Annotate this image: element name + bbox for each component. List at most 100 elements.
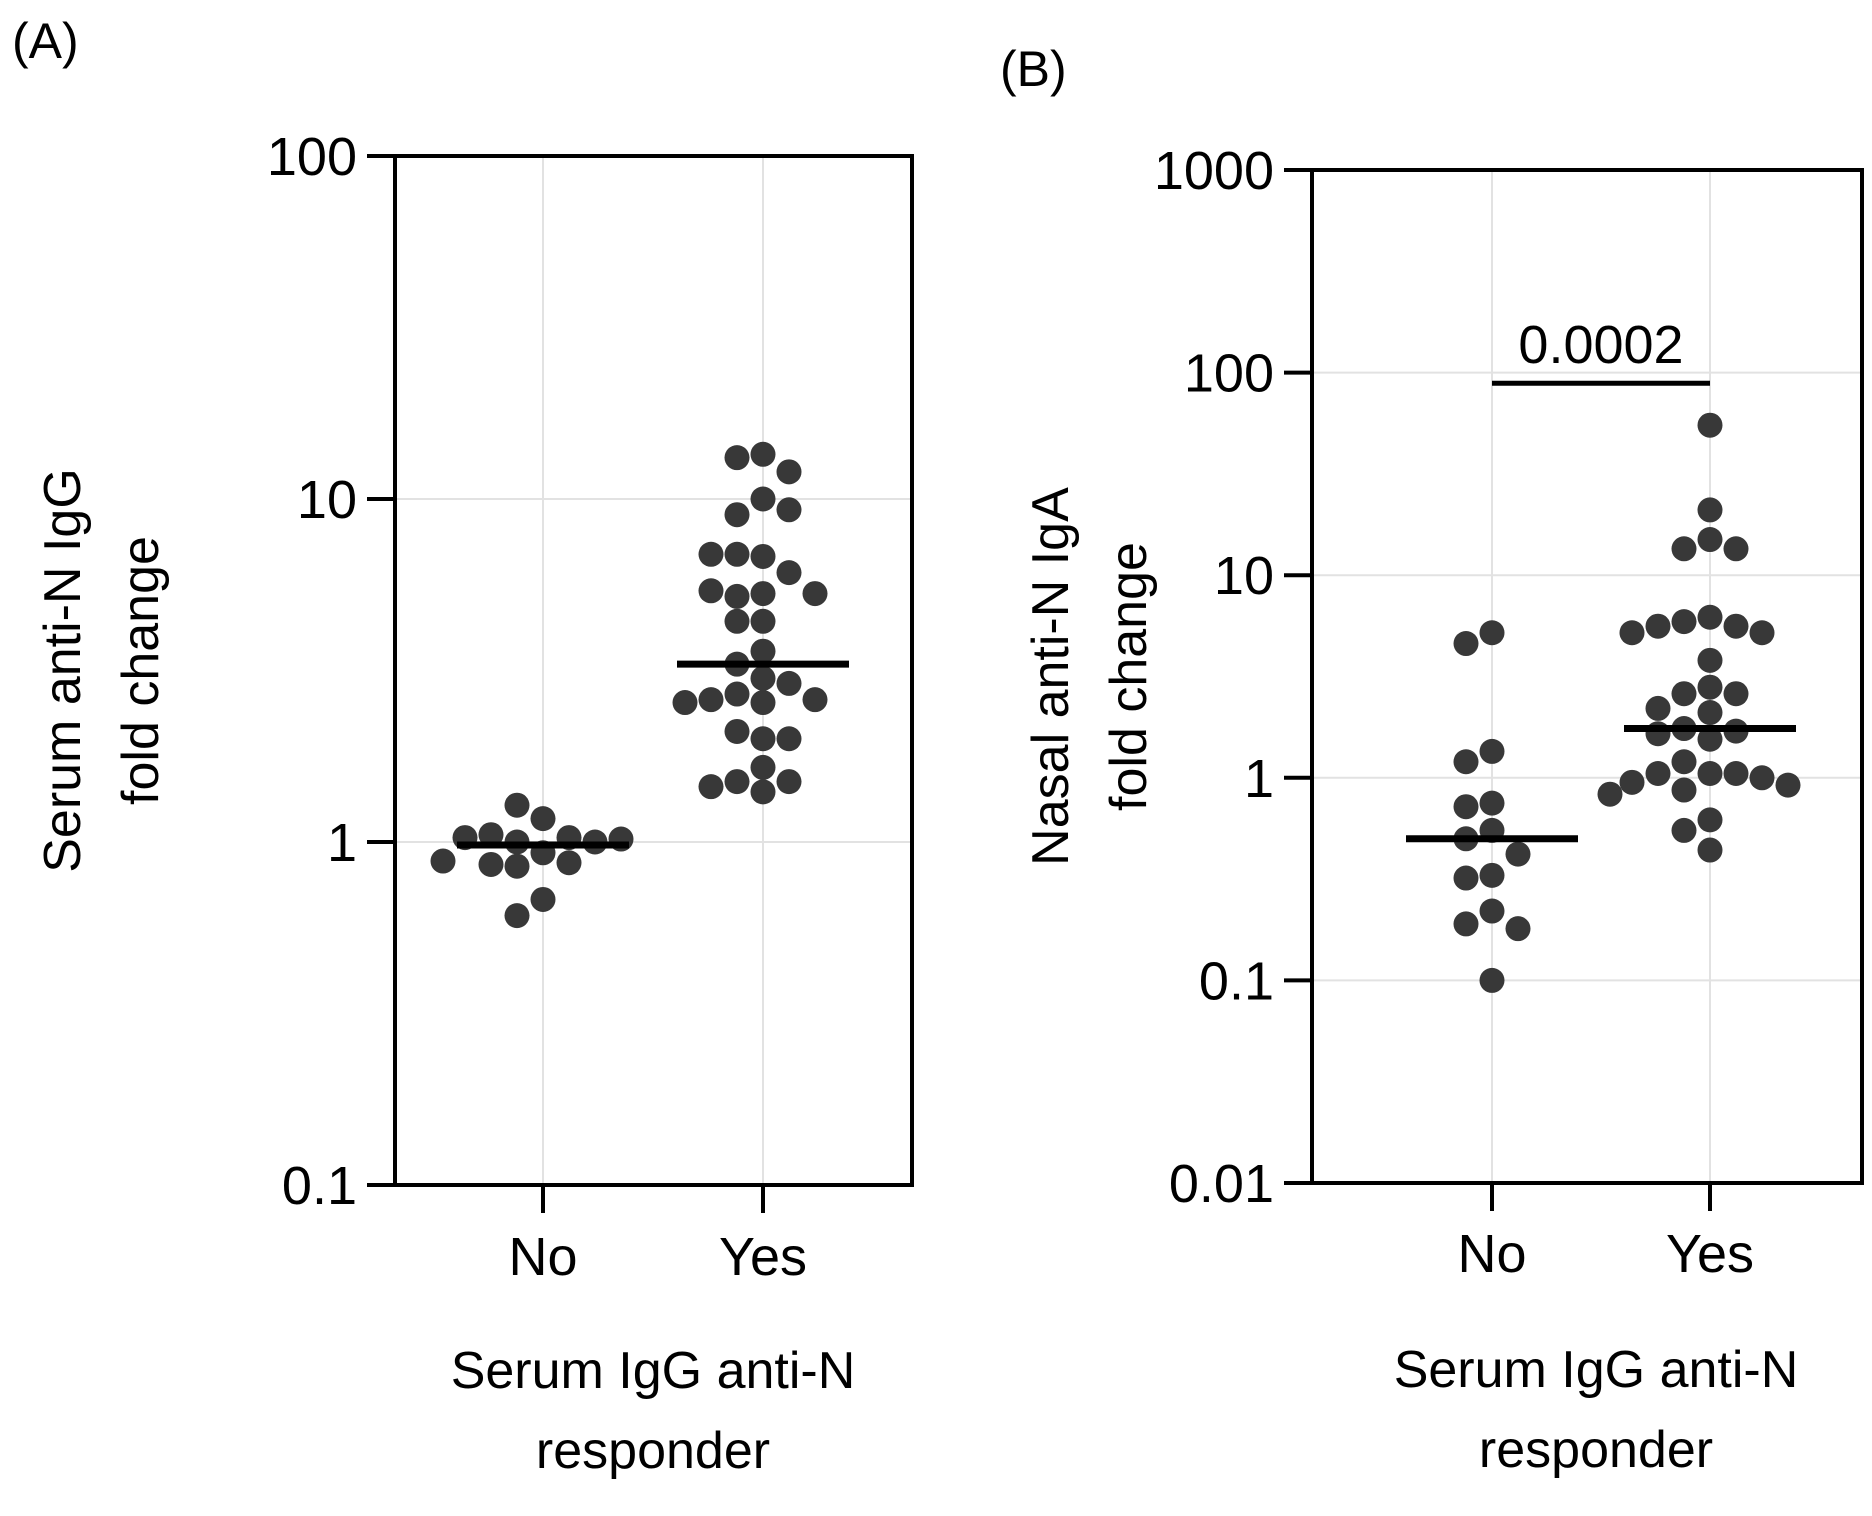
data-point-no [478, 851, 504, 877]
y-axis-title-line-2: fold change [112, 536, 170, 805]
data-point-yes [1671, 749, 1697, 775]
y-axis-title-line-1: Serum anti-N IgG [34, 468, 92, 873]
data-point-yes [776, 769, 802, 795]
data-point-yes [1619, 620, 1645, 646]
y-tick-label: 100 [267, 127, 357, 187]
data-point-yes [1749, 620, 1775, 646]
data-point-yes [802, 581, 828, 607]
data-point-yes [1697, 837, 1723, 863]
data-point-no [530, 886, 556, 912]
data-point-yes [1723, 613, 1749, 639]
data-point-yes [1775, 772, 1801, 798]
data-point-yes [1697, 674, 1723, 700]
data-point-yes [1697, 700, 1723, 726]
data-point-yes [698, 541, 724, 567]
data-point-yes [724, 718, 750, 744]
data-point-yes [1697, 726, 1723, 752]
data-point-yes [698, 774, 724, 800]
data-point-yes [1697, 527, 1723, 553]
data-point-no [1479, 898, 1505, 924]
data-point-no [1453, 749, 1479, 775]
data-point-yes [750, 690, 776, 716]
data-point-yes [1645, 761, 1671, 787]
data-point-no [504, 792, 530, 818]
data-point-yes [750, 441, 776, 467]
data-point-no [1453, 911, 1479, 937]
p-value-label: 0.0002 [1518, 315, 1683, 375]
panel-b: (B) 0.01 0.1 1 10 100 1000 No Yes Nasal anti-N Ig… [1000, 41, 1864, 1479]
plot-frame [393, 154, 914, 1187]
data-point-yes [750, 486, 776, 512]
data-point-yes [1749, 765, 1775, 791]
data-point-yes [1645, 695, 1671, 721]
data-point-yes [750, 608, 776, 634]
y-tick-label: 1 [327, 813, 357, 873]
data-point-yes [1697, 647, 1723, 673]
data-point-yes [724, 681, 750, 707]
data-point-yes [1697, 412, 1723, 438]
data-point-yes [1671, 609, 1697, 635]
data-point-no [1479, 862, 1505, 888]
data-point-no [1453, 631, 1479, 657]
data-point-yes [1697, 604, 1723, 630]
data-point-yes [750, 726, 776, 752]
x-axis-title-line-1: Serum IgG anti-N [1394, 1341, 1799, 1399]
data-point-yes [672, 690, 698, 716]
data-point-yes [1597, 781, 1623, 807]
data-point-yes [750, 665, 776, 691]
data-point-yes [724, 541, 750, 567]
y-tick-label: 0.1 [1199, 951, 1274, 1011]
data-point-yes [1619, 769, 1645, 795]
y-tick-label: 0.01 [1169, 1154, 1274, 1214]
data-point-no [1453, 794, 1479, 820]
data-point-yes [1723, 681, 1749, 707]
plot-frame [1310, 168, 1864, 1185]
data-point-yes [1697, 761, 1723, 787]
data-point-no [1453, 865, 1479, 891]
panel-a: (A) 0.1 1 10 100 No Yes Serum anti-N IgG fold ch… [12, 13, 914, 1480]
data-point-yes [750, 543, 776, 569]
data-point-no [556, 850, 582, 876]
x-category-label: No [508, 1227, 577, 1287]
y-tick-label: 1000 [1154, 141, 1274, 201]
data-point-yes [1723, 761, 1749, 787]
y-tick-label: 100 [1184, 344, 1274, 404]
data-point-no [430, 848, 456, 874]
data-point-yes [1671, 817, 1697, 843]
data-point-yes [724, 583, 750, 609]
data-point-yes [1671, 681, 1697, 707]
data-point-yes [1671, 536, 1697, 562]
data-point-yes [724, 769, 750, 795]
data-point-yes [1645, 613, 1671, 639]
data-point-yes [698, 687, 724, 713]
data-point-no [1505, 841, 1531, 867]
y-tick-label: 10 [1214, 546, 1274, 606]
data-point-yes [1671, 777, 1697, 803]
data-point-yes [698, 578, 724, 604]
data-point-no [504, 853, 530, 879]
y-axis-title-line-2: fold change [1100, 542, 1158, 811]
data-point-yes [1723, 536, 1749, 562]
data-point-yes [1697, 807, 1723, 833]
data-point-yes [776, 497, 802, 523]
data-point-no [1479, 790, 1505, 816]
panel-label: (A) [12, 13, 79, 69]
data-point-no [1505, 916, 1531, 942]
x-axis-title-line-2: responder [536, 1422, 770, 1480]
data-point-no [1479, 738, 1505, 764]
data-point-no [1479, 967, 1505, 993]
data-point-yes [750, 779, 776, 805]
data-point-yes [776, 726, 802, 752]
data-point-yes [724, 502, 750, 528]
y-tick-label: 0.1 [282, 1156, 357, 1216]
data-point-yes [1697, 497, 1723, 523]
x-axis-title-line-1: Serum IgG anti-N [451, 1342, 856, 1400]
data-point-yes [724, 445, 750, 471]
data-point-yes [750, 754, 776, 780]
data-point-yes [776, 560, 802, 586]
x-category-label: Yes [719, 1227, 807, 1287]
y-tick-label: 10 [297, 470, 357, 530]
data-point-no [504, 903, 530, 929]
panel-label: (B) [1000, 41, 1067, 97]
